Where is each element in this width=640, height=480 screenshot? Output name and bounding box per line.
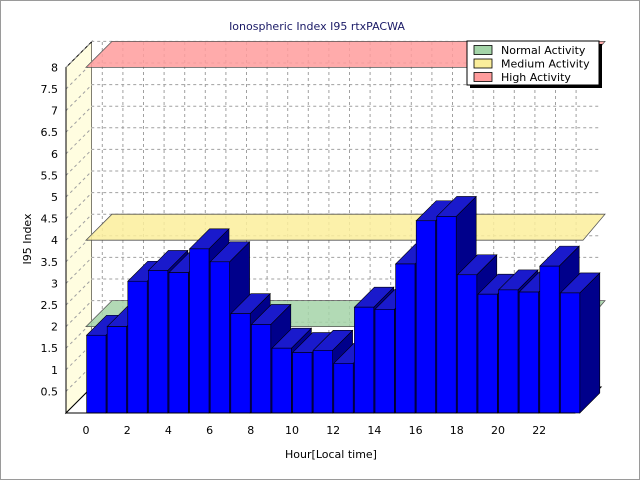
y-tick-label: 6: [51, 148, 58, 161]
y-tick-label: 3: [51, 277, 58, 290]
x-tick-label: 8: [247, 424, 254, 437]
bar-front: [457, 274, 478, 414]
y-tick-label: 0.5: [41, 385, 59, 398]
bar-front: [189, 248, 210, 414]
grid-line-y: [65, 127, 601, 155]
bar-front: [86, 334, 107, 414]
x-tick-labels: 0 2 4 6 8 10 12 14 16 18 20 22: [83, 424, 547, 437]
legend-swatch: [473, 45, 493, 55]
x-tick-label: 6: [206, 424, 213, 437]
bar-front: [271, 347, 292, 414]
grid-line-y: [65, 278, 601, 306]
x-tick-label: 12: [326, 424, 340, 437]
bar-series: [85, 195, 601, 414]
legend-label: High Activity: [501, 71, 571, 84]
y-tick-label: 7.5: [41, 83, 59, 96]
chart-title: Ionospheric Index I95 rtxPACWA: [229, 20, 405, 33]
grid-line-y: [65, 213, 601, 241]
bar-front: [498, 289, 519, 414]
legend-swatch: [473, 58, 493, 69]
y-tick-label: 3.5: [41, 256, 59, 269]
x-tick-label: 22: [532, 424, 546, 437]
x-tick-label: 4: [165, 424, 172, 437]
bar-front: [209, 261, 230, 414]
axes: [65, 67, 575, 414]
x-tick-label: 2: [124, 424, 131, 437]
grid-line-y: [65, 300, 601, 327]
bar-front: [354, 306, 375, 414]
x-tick-label: 10: [285, 424, 299, 437]
bar-front: [230, 313, 251, 414]
bar-front: [292, 352, 313, 414]
y-axis-label: I95 Index: [21, 213, 34, 265]
y-tick-label: 6.5: [41, 126, 59, 139]
bar-side: [579, 272, 601, 414]
legend-label: Normal Activity: [501, 44, 586, 57]
x-tick-label: 14: [367, 424, 381, 437]
grid-line-y: [65, 40, 601, 68]
bar-front: [395, 263, 416, 414]
y-tick-label: 1.5: [41, 342, 59, 355]
grid-line-y: [65, 170, 601, 198]
bar-front: [333, 363, 354, 414]
grid-line-y: [65, 105, 601, 133]
y-tick-label: 4: [51, 234, 58, 247]
bar-front: [415, 220, 436, 414]
grid-line-y: [65, 256, 601, 284]
bar-front: [168, 272, 189, 414]
bar: [559, 272, 601, 414]
grid-line-y: [65, 148, 601, 176]
legend-swatch: [473, 72, 493, 82]
bar-front: [560, 292, 581, 414]
bar-front: [127, 280, 148, 414]
x-tick-label: 16: [409, 424, 423, 437]
x-tick-label: 0: [83, 424, 90, 437]
bar-front: [312, 350, 333, 414]
y-tick-label: 2: [51, 321, 58, 334]
grid-line-y: [65, 192, 601, 219]
y-tick-label: 8: [51, 61, 58, 74]
bar-front: [436, 216, 457, 414]
grid-line-y: [65, 84, 601, 111]
y-tick-label: 7: [51, 105, 58, 118]
bar-front: [518, 291, 539, 414]
y-tick-labels: 0.5 1 1.5 2 2.5 3 3.5 4 4.5 5 5.5 6 6.5 7 7.5 8: [41, 61, 59, 398]
y-tick-label: 2.5: [41, 299, 59, 312]
bar-front: [539, 265, 560, 414]
y-tick-label: 4.5: [41, 213, 59, 226]
y-tick-label: 5.5: [41, 169, 59, 182]
y-tick-label: 5: [51, 191, 58, 204]
x-axis-label: Hour[Local time]: [285, 448, 377, 461]
x-tick-label: 18: [450, 424, 464, 437]
bar-front: [251, 324, 272, 414]
x-tick-label: 20: [491, 424, 505, 437]
activity-band: [85, 213, 606, 241]
bar-front: [477, 293, 498, 414]
bar-front: [106, 326, 127, 414]
bar-front: [374, 309, 395, 414]
legend-label: Medium Activity: [501, 58, 590, 71]
bar-front: [148, 270, 169, 414]
y-tick-label: 1: [51, 364, 58, 377]
